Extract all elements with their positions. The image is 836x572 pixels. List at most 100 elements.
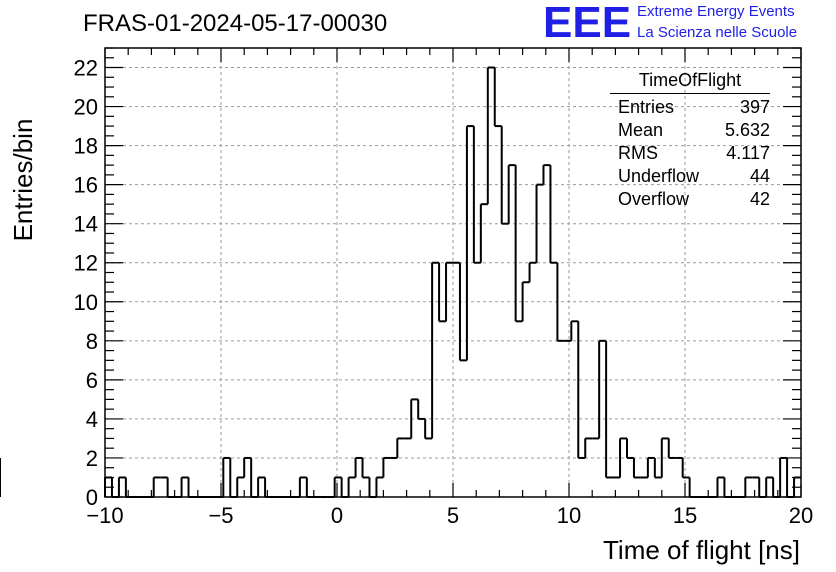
stats-label: Overflow	[618, 189, 690, 209]
histogram-bin	[521, 281, 530, 322]
histogram-bin	[180, 476, 189, 497]
y-tick-label: 22	[74, 56, 98, 81]
histogram-bin	[765, 476, 774, 497]
histogram-bin	[570, 320, 579, 341]
stats-value: 42	[749, 189, 770, 209]
histogram-bin	[347, 476, 356, 497]
x-tick-label: −5	[208, 503, 233, 528]
histogram-bin	[632, 457, 641, 479]
stats-label: RMS	[618, 143, 658, 163]
y-tick-label: 12	[74, 251, 98, 276]
axis-ticks	[104, 47, 802, 498]
histogram-bin	[382, 456, 391, 478]
x-axis-label: Time of flight [ns]	[603, 535, 800, 565]
histogram-bin	[758, 477, 767, 498]
histogram-bin	[236, 476, 245, 497]
logo-line-1: Extreme Energy Events	[637, 3, 795, 20]
chart-title: FRAS-01-2024-05-17-00030	[83, 10, 388, 37]
histogram-bin	[723, 477, 732, 498]
histogram-bin	[333, 476, 342, 497]
stats-value: 4.117	[726, 143, 770, 163]
y-tick-label: 14	[74, 212, 98, 237]
histogram-bin	[653, 457, 662, 479]
histogram-bin	[305, 477, 314, 498]
x-tick-label: 20	[789, 503, 813, 528]
histogram-bin	[431, 261, 440, 439]
y-tick-label: 4	[86, 407, 98, 432]
histogram-bin	[619, 437, 627, 478]
stats-label: Underflow	[618, 166, 700, 186]
histogram-bin	[361, 457, 370, 479]
histogram-bin	[298, 476, 307, 497]
histogram-bin	[688, 477, 697, 498]
histogram-bin	[493, 67, 502, 128]
histogram-bin	[486, 66, 495, 205]
stats-label: Entries	[618, 97, 675, 117]
histogram-bin	[166, 477, 175, 498]
histogram-bin	[410, 398, 419, 439]
histogram-bin	[716, 476, 725, 497]
histogram-bin	[417, 399, 426, 420]
histogram-bin	[605, 340, 614, 479]
x-tick-label: 5	[447, 503, 459, 528]
histogram-bin	[354, 456, 363, 478]
histogram-bin	[549, 165, 558, 264]
y-tick-label: 20	[74, 95, 98, 120]
histogram-bin	[577, 321, 586, 459]
stats-row-overflow: Overflow 42	[610, 188, 770, 211]
histogram-bin	[438, 262, 447, 323]
y-tick-label: 16	[74, 173, 98, 198]
stats-label: Mean	[618, 120, 664, 140]
histogram-bin	[368, 477, 377, 498]
y-tick-label: 6	[86, 368, 98, 393]
histogram-bin	[542, 164, 551, 185]
histogram-bin	[250, 457, 259, 498]
histogram-bin	[424, 418, 433, 440]
y-tick-label: 18	[74, 134, 98, 159]
histogram-bin	[779, 456, 788, 497]
histogram-bin	[458, 262, 467, 362]
histogram-bin	[681, 457, 690, 479]
histogram-bin	[187, 477, 196, 498]
y-tick-label: 2	[86, 446, 98, 471]
stats-box: TimeOfFlight Entries 397 Mean 5.632 RMS …	[610, 70, 770, 211]
eee-logo: EEE	[543, 0, 632, 47]
histogram-bin	[507, 164, 516, 224]
stats-row-underflow: Underflow 44	[610, 165, 770, 188]
stats-value: 44	[749, 166, 770, 186]
stats-row-entries: Entries 397	[610, 96, 770, 119]
histogram-bin	[375, 476, 384, 497]
x-tick-label: 10	[557, 503, 581, 528]
histogram-bin	[535, 183, 544, 263]
histogram-bin	[479, 203, 488, 263]
histogram-bin	[257, 476, 266, 497]
histogram-bin	[514, 165, 523, 323]
histogram-bin	[222, 456, 231, 497]
histogram-bin	[500, 126, 509, 225]
x-tick-label: 15	[673, 503, 697, 528]
histogram-bin	[584, 437, 593, 458]
histogram-bin	[556, 262, 565, 342]
histogram-bin	[465, 125, 474, 361]
y-axis-label: Entries/bin	[8, 119, 38, 242]
y-tick-label: 0	[86, 485, 98, 510]
histogram-bin	[667, 438, 676, 459]
histogram-bin	[124, 477, 133, 498]
histogram-bin	[772, 477, 781, 498]
histogram-bin	[626, 438, 634, 459]
histogram-bin	[264, 477, 273, 498]
histogram-bin	[396, 437, 405, 458]
histogram-bin	[243, 456, 252, 478]
stats-row-rms: RMS 4.117	[610, 142, 770, 165]
logo-line-2: La Scienza nelle Scuole	[637, 24, 798, 41]
histogram-bin	[229, 457, 238, 498]
stats-value: 5.632	[724, 120, 770, 140]
histogram-bin	[660, 437, 669, 478]
stats-row-mean: Mean 5.632	[610, 119, 770, 142]
tick-labels: −10 −5 0 5 10 15 20 0 2 4 6 8 10 12 14 16 18 20 22	[74, 56, 814, 528]
stats-value: 397	[739, 97, 770, 117]
histogram-bin	[744, 476, 753, 497]
x-tick-label: 0	[331, 503, 343, 528]
histogram-bin	[646, 456, 655, 478]
